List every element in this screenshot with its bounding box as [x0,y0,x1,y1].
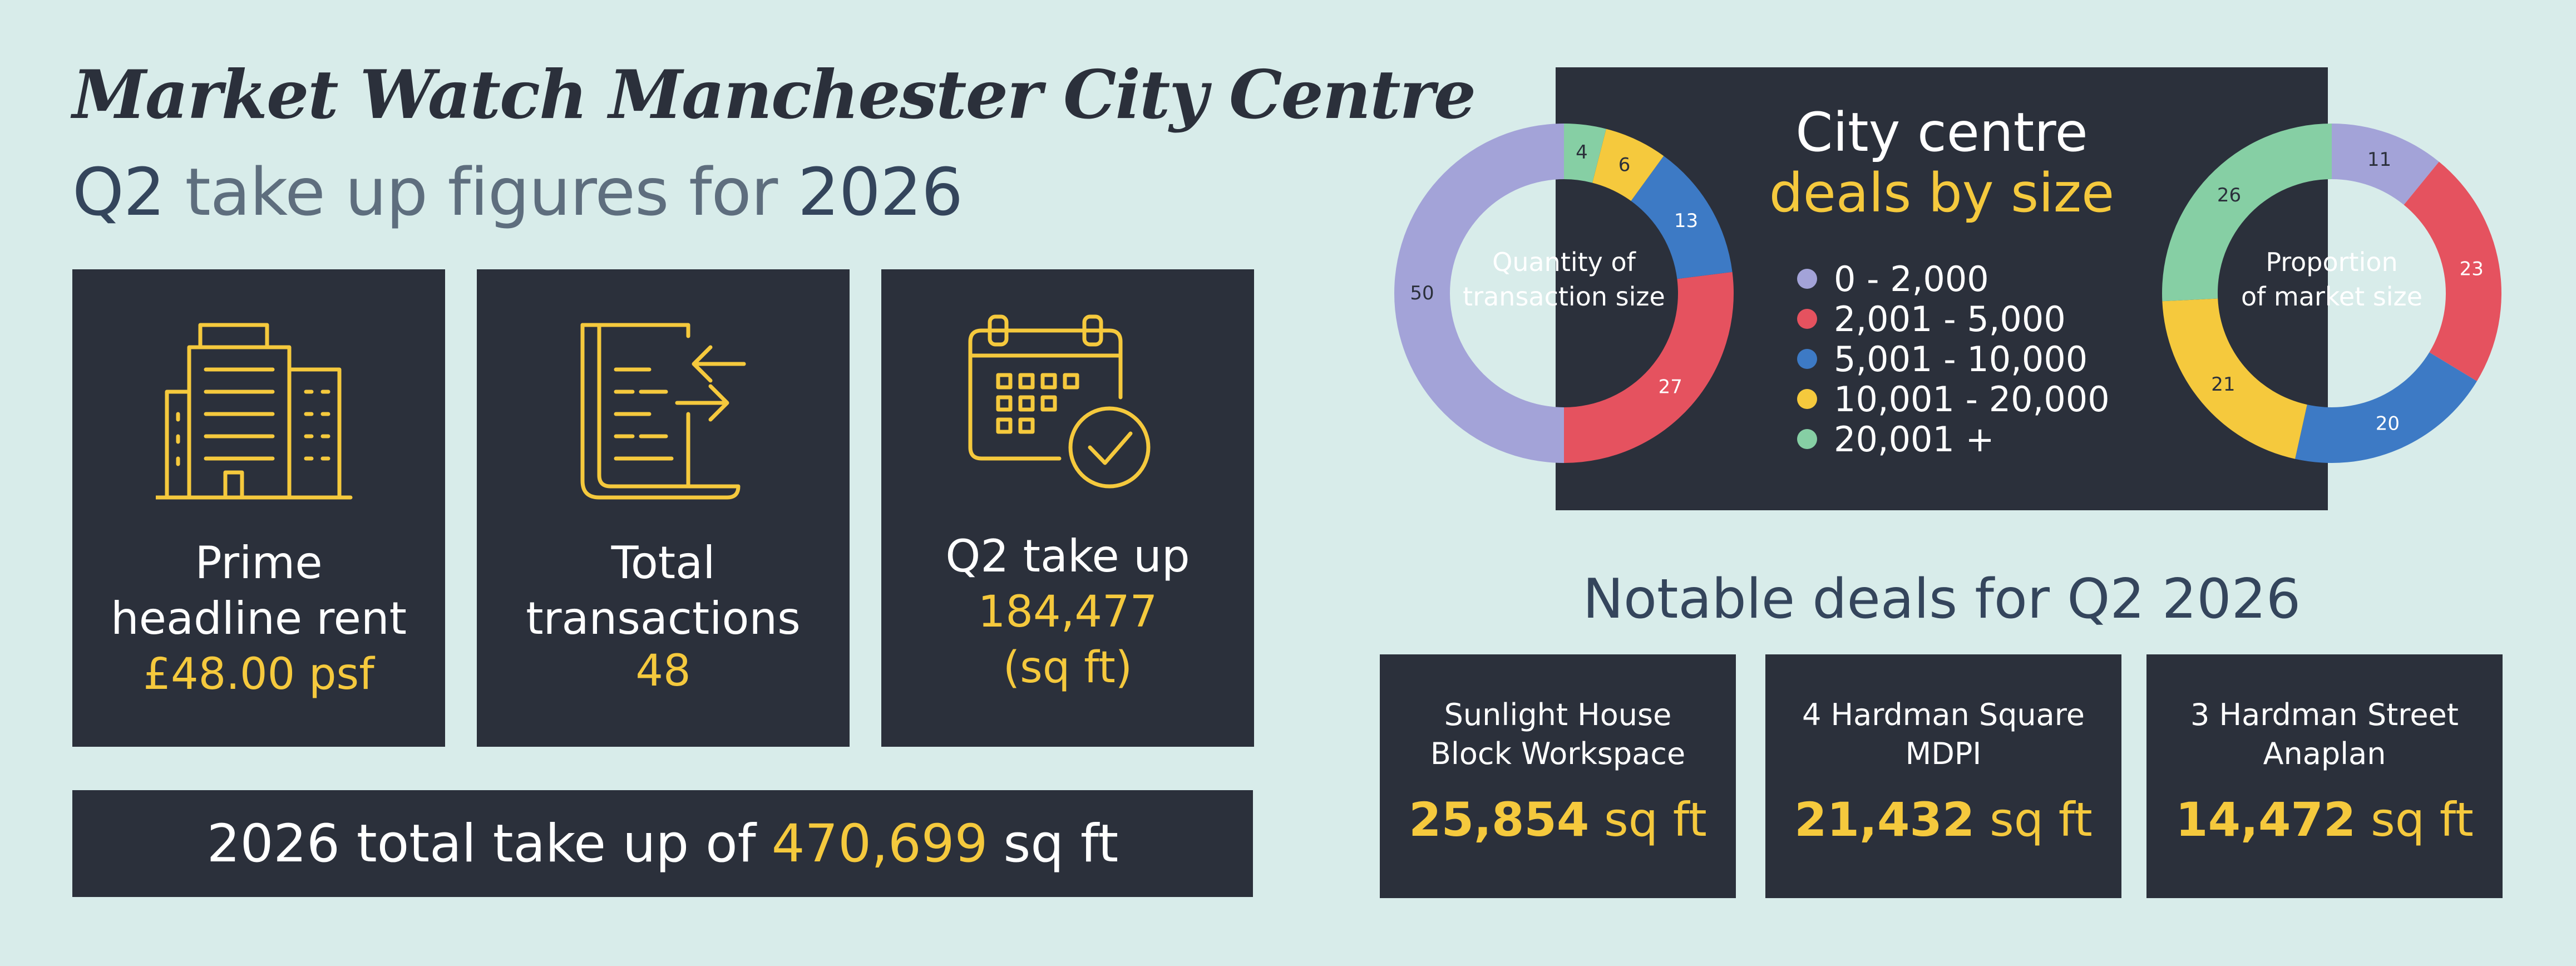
deal-name: Sunlight House Block Workspace [1380,696,1736,773]
deal-size: 25,854 sq ft [1380,792,1736,847]
legend-swatch [1797,429,1817,449]
legend-item: 5,001 - 10,000 [1797,339,2242,379]
deal-size: 14,472 sq ft [2146,792,2503,847]
deal-tenant: MDPI [1905,736,1982,771]
document-exchange-icon [580,323,746,500]
stat-label: Total transactions [477,535,850,647]
proportion-slice [2332,124,2439,205]
stat-label-line1: Prime [195,537,323,589]
stat-label-line1: Total [611,537,715,589]
legend-item: 10,001 - 20,000 [1797,378,2242,420]
stat-label: Prime headline rent [72,535,445,647]
legend-swatch [1797,349,1817,369]
subtitle-year: 2026 [797,154,963,230]
subtitle-text: take up figures for [185,154,778,230]
page-subtitle: Q2 take up figures for 2026 [72,154,1296,230]
quantity-slice [1631,156,1733,279]
proportion-slice [2404,161,2501,381]
stat-card-prime-rent: Prime headline rent £48.00 psf [72,269,445,747]
deal-tenant: Anaplan [2263,736,2386,771]
proportion-data-label: 11 [2367,149,2391,171]
deal-card: Sunlight House Block Workspace 25,854 sq… [1380,654,1736,898]
quantity-slice [1394,124,1564,463]
deal-size-value: 21,432 [1794,792,1975,847]
legend-swatch [1797,309,1817,329]
right-donut-center-label: Proportion of market size [2220,245,2443,314]
right-center-line2: of market size [2241,282,2423,312]
legend-label: 2,001 - 5,000 [1834,298,2066,339]
legend-label: 0 - 2,000 [1834,258,1989,299]
calendar-check-icon [968,314,1151,489]
stat-value-line2: (sq ft) [1003,643,1133,693]
chart-title-line1: City centre [1795,101,2088,164]
left-donut-center-label: Quantity of transaction size [1453,245,1675,314]
quantity-data-label: 4 [1576,141,1588,164]
quantity-data-label: 13 [1674,210,1698,232]
proportion-slice [2162,298,2307,459]
stat-card-total-transactions: Total transactions 48 [477,269,850,747]
stat-label-line2: headline rent [111,593,407,644]
proportion-slice [2162,124,2332,302]
left-center-line1: Quantity of [1492,247,1636,277]
legend-label: 10,001 - 20,000 [1834,378,2110,420]
proportion-data-label: 26 [2217,184,2241,206]
deal-building: Sunlight House [1444,697,1672,732]
proportion-data-label: 20 [2376,412,2400,435]
quantity-slice [1592,129,1664,201]
total-suffix: sq ft [1003,813,1119,874]
legend-item: 20,001 + [1797,418,2242,460]
legend-label: 20,001 + [1834,418,1995,460]
quantity-data-label: 6 [1618,154,1631,176]
right-center-line1: Proportion [2266,247,2398,277]
deal-size-value: 25,854 [1409,792,1590,847]
stat-value-line1: 184,477 [978,587,1158,637]
stat-value: 48 [635,646,691,696]
quantity-data-label: 27 [1659,376,1682,398]
legend-item: 0 - 2,000 [1797,259,2242,299]
proportion-slice [2295,352,2477,463]
legend-swatch [1797,269,1817,289]
left-center-line2: transaction size [1463,282,1665,312]
office-buildings-icon [156,323,353,500]
chart-title-line2: deals by size [1769,162,2115,224]
quantity-slice [1564,272,1734,463]
deal-card: 4 Hardman Square MDPI 21,432 sq ft [1765,654,2121,898]
deal-building: 3 Hardman Street [2190,697,2459,732]
total-value: 470,699 [771,813,988,874]
deal-card: 3 Hardman Street Anaplan 14,472 sq ft [2146,654,2503,898]
deal-name: 4 Hardman Square MDPI [1765,696,2121,773]
legend-label: 5,001 - 10,000 [1834,338,2088,379]
proportion-data-label: 23 [2460,258,2484,280]
deal-size-unit: sq ft [2371,792,2474,847]
quantity-donut-chart: 50 27 13 6 4 [1394,124,1734,463]
proportion-data-label: 21 [2211,373,2235,396]
deal-building: 4 Hardman Square [1802,697,2085,732]
deal-tenant: Block Workspace [1430,736,1686,771]
subtitle-quarter: Q2 [72,154,165,230]
total-prefix: 2026 total take up of [206,813,756,874]
quantity-data-label: 50 [1410,282,1434,304]
deal-size: 21,432 sq ft [1765,792,2121,847]
deal-size-value: 14,472 [2175,792,2356,847]
proportion-donut-chart: 11 23 20 21 26 [2162,124,2501,463]
notable-deals-title: Notable deals for Q2 2026 [1582,568,2301,631]
stat-label-line2: transactions [526,593,801,644]
stat-label: Q2 take up [945,530,1190,582]
legend-item: 2,001 - 5,000 [1797,299,2242,339]
deal-name: 3 Hardman Street Anaplan [2146,696,2503,773]
stat-value: £48.00 psf [143,649,374,699]
stat-card-q2-take-up: Q2 take up 184,477 (sq ft) [881,269,1254,747]
page-title: Market Watch Manchester City Centre [72,56,1476,134]
legend-swatch [1797,389,1817,409]
quantity-slice [1564,124,1606,183]
deal-size-unit: sq ft [1990,792,2093,847]
total-take-up-bar: 2026 total take up of 470,699 sq ft [72,790,1253,897]
chart-legend: 0 - 2,000 2,001 - 5,000 5,001 - 10,000 1… [1797,259,2242,460]
deal-size-unit: sq ft [1604,792,1707,847]
